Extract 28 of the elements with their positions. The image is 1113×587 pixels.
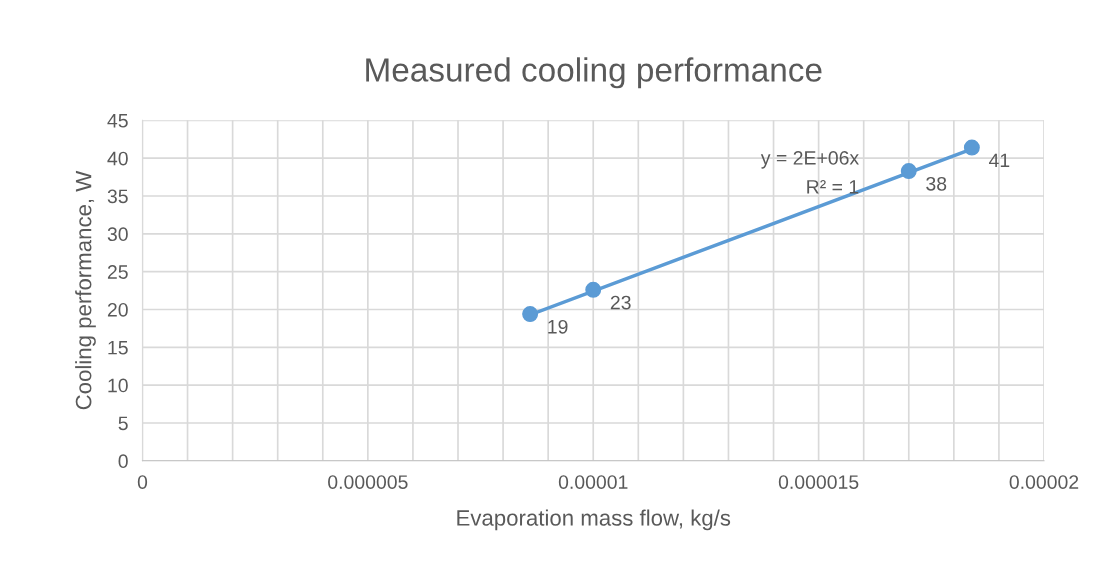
point	[963, 139, 980, 156]
y-tick-label: 30	[107, 227, 128, 242]
y-tick-label: 40	[107, 151, 128, 166]
y-axis-title: Cooling performance, W	[75, 170, 96, 410]
y-tick-label: 45	[107, 114, 128, 128]
x-tick-label: 0.000015	[778, 475, 859, 489]
y-tick-label: 0	[118, 454, 128, 469]
y-tick-label: 10	[108, 378, 128, 393]
y-tick-label: 25	[107, 265, 128, 279]
annotation: R² = 1	[807, 180, 859, 194]
chart-title: Measured cooling performance	[366, 57, 822, 89]
x-axis-title: Evaporation mass flow, kg/s	[457, 509, 731, 531]
y-tick-label: 35	[107, 189, 128, 204]
data-label: 23	[610, 295, 631, 310]
data-label: 38	[926, 176, 947, 191]
x-tick-label: 0.00001	[558, 475, 628, 489]
y-tick-label: 15	[108, 340, 128, 355]
y-tick-label: 5	[118, 416, 128, 431]
data-label: 41	[988, 153, 1010, 168]
data-label: 19	[548, 319, 568, 334]
point	[585, 281, 602, 298]
point	[900, 163, 917, 180]
x-tick-label: 0.000005	[328, 475, 408, 489]
annotation: y = 2E+06x	[760, 151, 859, 169]
y-tick-label: 20	[107, 302, 128, 317]
point	[522, 306, 539, 322]
x-tick-label: 0.00002	[1009, 475, 1079, 489]
x-tick-label: 0	[137, 475, 148, 489]
